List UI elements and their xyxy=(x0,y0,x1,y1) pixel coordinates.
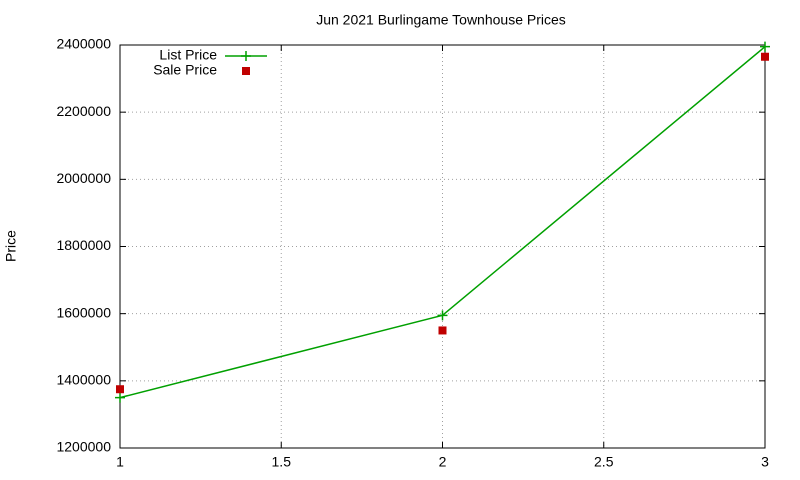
y-tick-label: 2200000 xyxy=(56,103,111,119)
y-tick-label: 2400000 xyxy=(56,36,111,52)
legend-marker xyxy=(241,51,251,61)
plot-frame xyxy=(119,44,766,449)
y-tick-label: 1600000 xyxy=(56,304,111,320)
legend-marker xyxy=(242,67,250,75)
y-tick-label: 1200000 xyxy=(56,439,111,455)
x-tick-label: 1 xyxy=(116,454,124,470)
series-line xyxy=(119,46,766,399)
y-tick-label: 1400000 xyxy=(56,372,111,388)
chart-title: Jun 2021 Burlingame Townhouse Prices xyxy=(316,12,566,28)
x-tick-label: 3 xyxy=(761,454,769,470)
y-tick-label: 2000000 xyxy=(56,170,111,186)
y-axis-label: Price xyxy=(3,230,19,262)
x-tick-label: 1.5 xyxy=(272,454,292,470)
legend-label: List Price xyxy=(159,47,217,63)
legend-label: Sale Price xyxy=(153,62,217,78)
data-point xyxy=(437,310,448,321)
data-point xyxy=(116,385,124,394)
data-point xyxy=(760,41,770,52)
data-point xyxy=(438,326,447,335)
x-tick-label: 2.5 xyxy=(594,454,614,470)
data-point xyxy=(761,52,769,61)
y-tick-label: 1800000 xyxy=(56,237,111,253)
data-point xyxy=(115,392,125,403)
x-tick-label: 2 xyxy=(439,454,447,470)
